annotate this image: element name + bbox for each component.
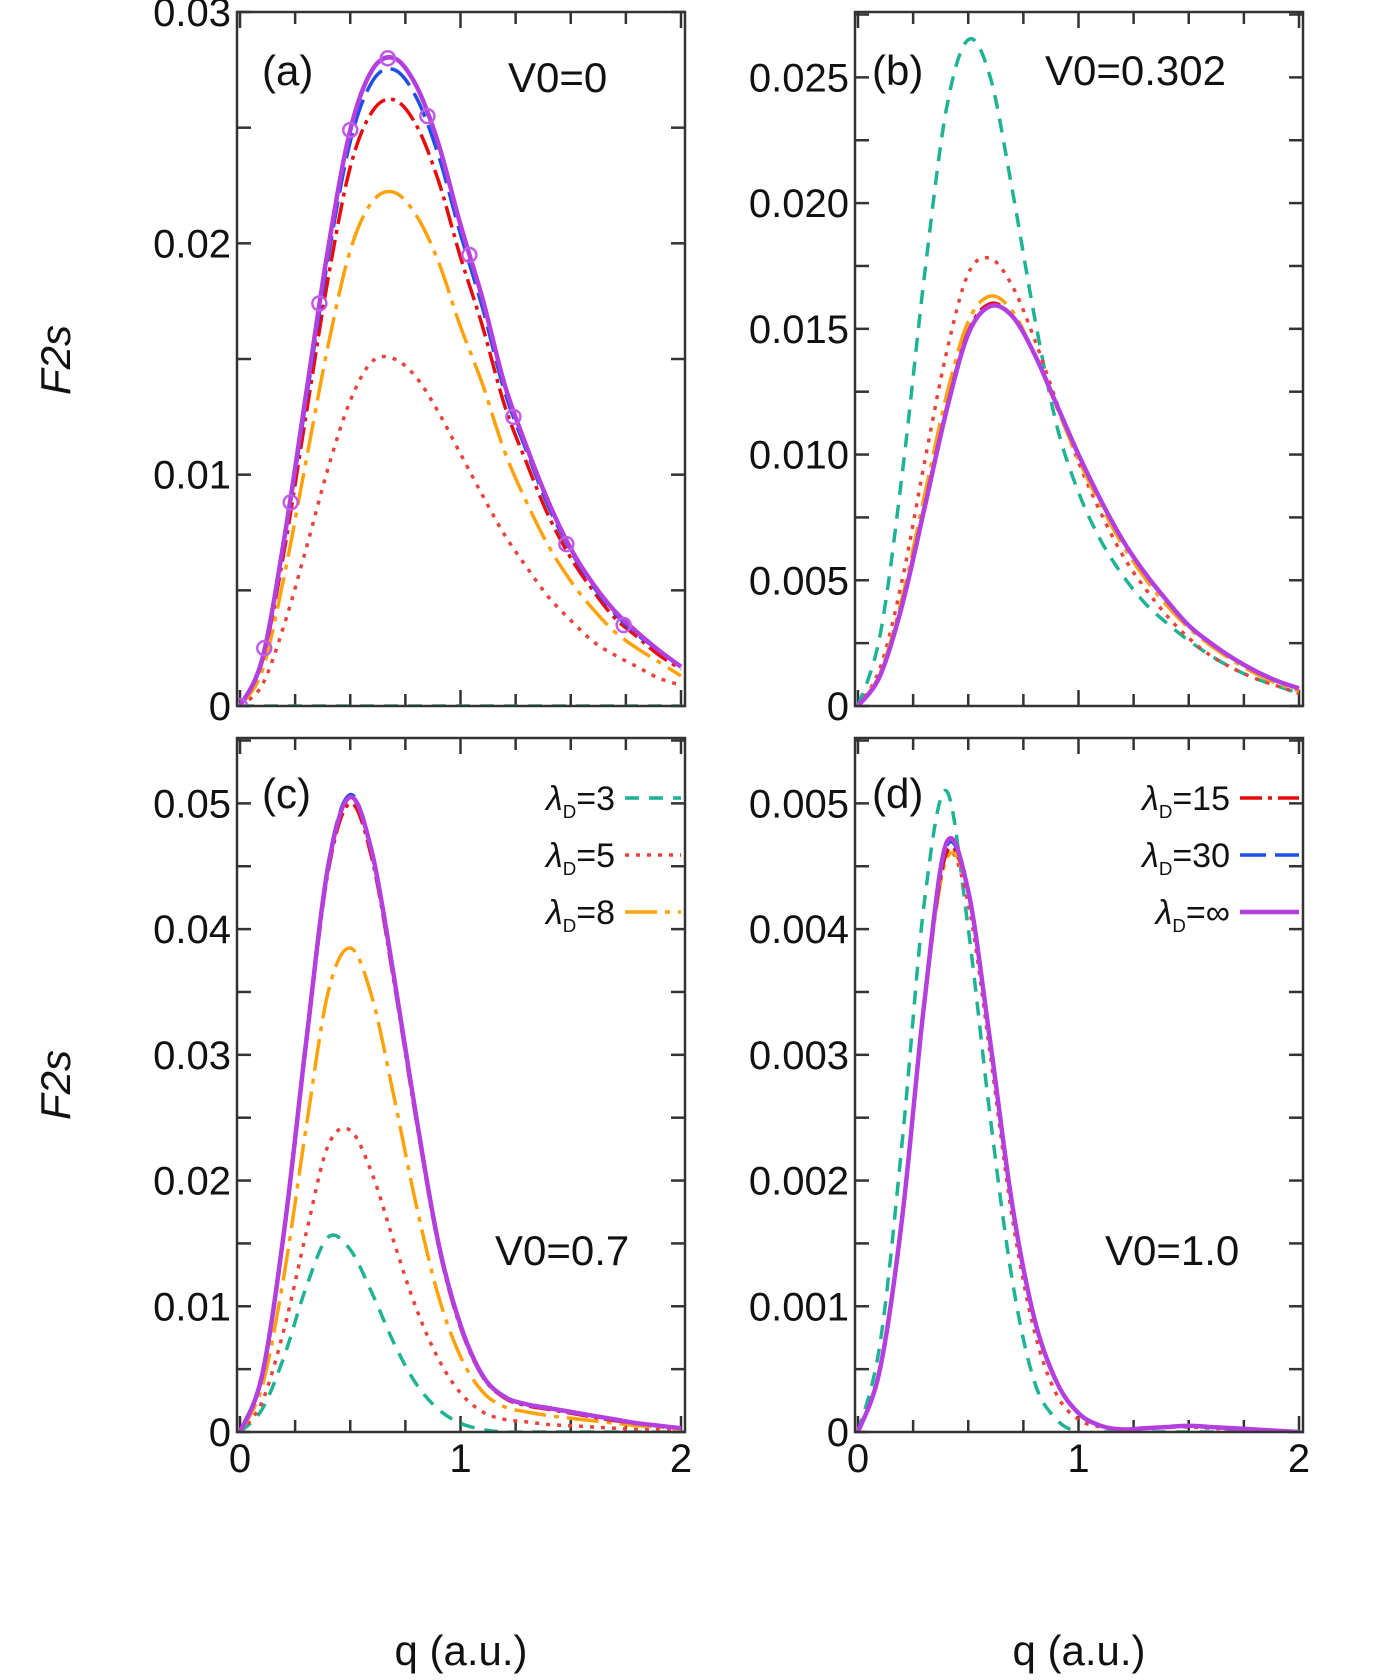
y-tick-label: 0 (827, 685, 849, 729)
y-tick-label: 0.01 (153, 1285, 231, 1329)
plot-frame (853, 10, 1305, 708)
series-group (855, 789, 1300, 1432)
data-marker (282, 494, 299, 511)
y-tick-label: 0.004 (749, 908, 849, 952)
y-tick-label: 0.002 (749, 1160, 849, 1204)
y-tick-label: 0.020 (749, 182, 849, 226)
x-tick-label: 1 (1067, 1437, 1089, 1481)
y-tick-label: 0.015 (749, 308, 849, 352)
data-marker (615, 616, 632, 634)
data-marker (379, 50, 396, 67)
y-tick-label: 0.04 (153, 908, 231, 952)
data-marker (311, 295, 328, 312)
series-line-λD=30 (856, 839, 1300, 1432)
x-tick-label: 0 (229, 1437, 251, 1481)
legend-label: λD=30 (1140, 837, 1230, 879)
series-line-λD=8 (856, 851, 1300, 1432)
data-marker (256, 639, 273, 657)
y-tick-label: 0.010 (749, 434, 849, 478)
legend-label: λD=5 (544, 837, 615, 879)
x-axis-label: q (a.u.) (394, 1627, 527, 1674)
x-axis-label: q (a.u.) (1012, 1627, 1145, 1674)
y-tick-label: 0.003 (749, 1034, 849, 1078)
y-tick-label: 0.001 (749, 1285, 849, 1329)
series-line-λD=8 (238, 946, 682, 1432)
series-group (237, 792, 682, 1432)
y-axis-label: F2s (32, 325, 79, 395)
data-marker (505, 408, 522, 426)
data-marker (558, 535, 575, 553)
y-tick-label: 0.025 (749, 56, 849, 100)
y-tick-label: 0.03 (153, 0, 231, 35)
legend-label: λD=∞ (1154, 894, 1230, 936)
panel-label: (c) (262, 770, 311, 817)
v0-annotation: V0=0.302 (1045, 47, 1226, 94)
series-line-λD=5 (856, 255, 1300, 706)
data-marker (342, 121, 359, 139)
series-line-λD=5 (238, 1126, 682, 1432)
x-tick-label: 2 (1288, 1437, 1310, 1481)
x-tick-label: 1 (449, 1437, 471, 1481)
series-line-λD=15 (238, 97, 682, 706)
series-group (856, 36, 1300, 706)
y-tick-label: 0 (827, 1411, 849, 1455)
v0-annotation: V0=1.0 (1105, 1227, 1239, 1274)
data-marker (237, 697, 249, 706)
y-tick-label: 0.05 (153, 782, 231, 826)
series-line-λD=3 (238, 1233, 681, 1432)
y-tick-label: 0 (209, 1411, 231, 1455)
series-line-λD=∞ (855, 835, 1300, 1432)
panel-a: 0 0.01 0.02 0.03 (a) V0=0 (153, 0, 687, 729)
series-line-λD=15 (856, 845, 1300, 1432)
series-line-λD=30 (238, 792, 682, 1432)
panel-b: 0 0.005 0.010 0.015 0.020 0.025 (b) V0=0.302 (749, 10, 1305, 729)
series-group (237, 50, 683, 706)
y-axis-label: F2s (32, 1050, 79, 1120)
y-tick-label: 0.005 (749, 782, 849, 826)
panel-c: 0 0.01 0.02 0.03 0.04 0.05 0 1 2 (c) V0=0.7 λD=3 λD=… (153, 736, 692, 1481)
series-line-λD=3 (856, 789, 1299, 1432)
panel-d: 0 0.001 0.002 0.003 0.004 0.005 0 1 2 (d) V0=1.0 λD… (749, 736, 1310, 1481)
panel-label: (d) (872, 770, 923, 817)
legend-label: λD=3 (544, 780, 615, 822)
y-tick-label: 0.01 (153, 454, 231, 498)
plot-frame (853, 736, 1305, 1434)
y-tick-label: 0 (209, 685, 231, 729)
y-tick-label: 0.005 (749, 559, 849, 603)
series-line-λD=∞ (237, 794, 682, 1432)
y-tick-label: 0.02 (153, 222, 231, 266)
plot-frame (235, 10, 687, 708)
legend-label: λD=15 (1140, 780, 1230, 822)
panel-label: (a) (262, 47, 313, 94)
series-line-λD=5 (856, 849, 1300, 1432)
series-line-λD=∞ (856, 303, 1300, 706)
data-marker (461, 246, 478, 264)
y-tick-label: 0.03 (153, 1034, 231, 1078)
series-line-λD=5 (238, 354, 682, 706)
plot-frame (235, 736, 687, 1434)
y-tick-label: 0.02 (153, 1160, 231, 1204)
v0-annotation: V0=0.7 (495, 1227, 629, 1274)
x-tick-label: 2 (670, 1437, 692, 1481)
panel-label: (b) (872, 47, 923, 94)
data-marker (419, 107, 436, 125)
x-tick-label: 0 (847, 1437, 869, 1481)
series-line-λD=∞ (237, 55, 683, 706)
series-line-λD=3 (856, 36, 1300, 706)
v0-annotation: V0=0 (508, 54, 607, 101)
series-line-λD=8 (238, 189, 682, 706)
legend-label: λD=8 (544, 894, 615, 936)
